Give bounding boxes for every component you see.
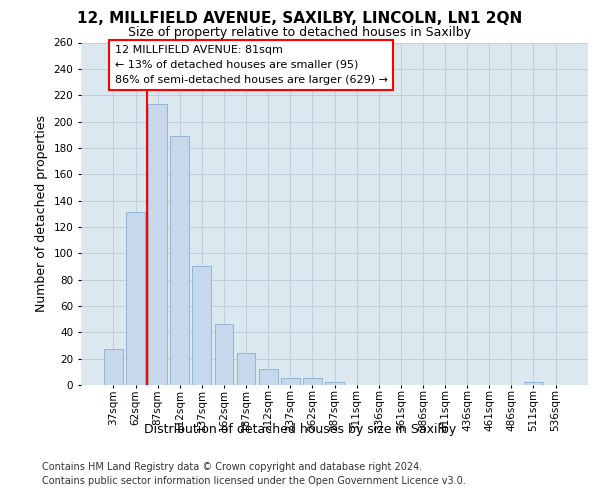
Bar [215,324,233,385]
Bar [325,382,344,385]
Bar [148,104,167,385]
Bar [126,212,145,385]
Text: Size of property relative to detached houses in Saxilby: Size of property relative to detached ho… [128,26,472,39]
Text: Distribution of detached houses by size in Saxilby: Distribution of detached houses by size … [144,422,456,436]
Text: 12 MILLFIELD AVENUE: 81sqm
← 13% of detached houses are smaller (95)
86% of semi: 12 MILLFIELD AVENUE: 81sqm ← 13% of deta… [115,45,388,84]
Text: 12, MILLFIELD AVENUE, SAXILBY, LINCOLN, LN1 2QN: 12, MILLFIELD AVENUE, SAXILBY, LINCOLN, … [77,11,523,26]
Bar [104,350,123,385]
Bar [193,266,211,385]
Bar [259,369,278,385]
Bar [170,136,189,385]
Bar [236,354,256,385]
Bar [281,378,299,385]
Bar [524,382,543,385]
Y-axis label: Number of detached properties: Number of detached properties [35,116,48,312]
Bar [303,378,322,385]
Text: Contains public sector information licensed under the Open Government Licence v3: Contains public sector information licen… [42,476,466,486]
Text: Contains HM Land Registry data © Crown copyright and database right 2024.: Contains HM Land Registry data © Crown c… [42,462,422,472]
